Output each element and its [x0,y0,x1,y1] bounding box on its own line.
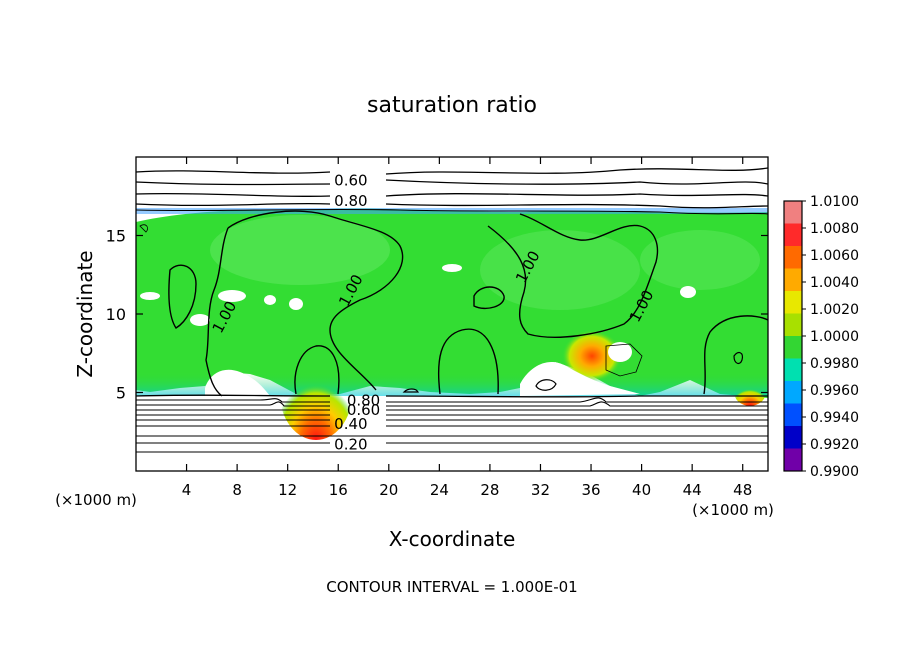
contour-line [136,397,768,403]
x-unit-left: (×1000 m) [55,491,137,509]
contour-line [402,388,419,393]
contour-line [535,379,557,391]
contour-label: 0.60 [347,401,380,419]
x-tick-label: 36 [581,481,600,499]
contour-line [139,224,148,233]
colorbar-label: 1.0080 [810,221,859,237]
y-tick-label: 10 [106,305,126,324]
x-tick-label: 28 [480,481,499,499]
contour-label: 0.80 [334,192,367,210]
light-patch [640,230,760,290]
white-patch [218,290,246,302]
chart-title: saturation ratio [367,93,537,118]
contour-line [136,401,768,407]
colorbar-swatch [784,336,802,359]
contour-line [136,192,768,198]
x-tick-label: 48 [733,481,752,499]
colorbar-label: 1.0060 [810,248,859,264]
white-patch [442,264,462,272]
hot-spot [280,348,352,440]
colorbar-swatch [784,223,802,247]
contour-line [136,179,768,186]
contour-label-group: 0.80 [347,391,380,409]
contour-interval-note: CONTOUR INTERVAL = 1.000E-01 [326,578,577,596]
contour-line [168,264,197,329]
y-tick-label: 5 [116,384,126,403]
white-patch [520,362,640,396]
contour-line [136,208,768,215]
colorbar-label: 1.0040 [810,275,859,291]
x-axis-label: X-coordinate [389,527,516,551]
colorbar-swatch [784,358,802,382]
contour-label-group: 0.40 [334,415,367,433]
contour-line [437,328,499,395]
contour-line [294,345,340,395]
x-tick-label: 40 [632,481,651,499]
colorbar-swatch [784,448,802,472]
hot-spot [734,378,766,406]
colorbar-label: 1.0000 [810,329,859,345]
contour-label-group: 0.60 [334,172,367,190]
colorbar-swatch [784,246,802,269]
light-patch [480,230,640,310]
colorbar-label: 1.0020 [810,302,859,318]
contour-label: 0.40 [334,415,367,433]
contour-line [205,210,404,397]
contour-label-group: 0.20 [334,435,367,453]
colorbar-swatch [784,313,802,337]
contour-line [703,315,768,395]
colorbar-swatch [784,426,802,449]
contour-line [487,213,659,338]
contour-line [136,394,768,398]
contour-line [473,286,505,310]
x-tick-label: 32 [531,481,550,499]
light-patch [210,215,390,285]
plot-field [136,157,768,471]
colorbar-label: 1.0100 [810,194,859,210]
colorbar-label: 0.9920 [810,437,859,453]
x-tick-label: 44 [683,481,702,499]
white-patch [608,342,632,362]
x-tick-label: 24 [430,481,449,499]
white-patch [205,369,270,396]
x-tick-label: 12 [278,481,297,499]
x-tick-label: 20 [379,481,398,499]
x-tick-label: 4 [182,481,192,499]
colorbar-label: 0.9900 [810,464,859,480]
colorbar-swatch [784,381,802,404]
contour-line [605,343,643,377]
contour-line [733,351,743,365]
contour-label: 0.60 [334,172,367,190]
colorbar-swatch [784,201,802,224]
white-patch [140,292,160,300]
x-tick-label: 8 [232,481,242,499]
contour-label: 0.80 [347,391,380,409]
x-unit-right: (×1000 m) [692,501,774,519]
colorbar-swatch [784,268,802,292]
colorbar-label: 0.9960 [810,383,859,399]
colorbar-swatch [784,291,802,314]
contour-line [136,202,768,209]
x-tick-label: 16 [329,481,348,499]
y-axis-ticks: 5 10 15 [106,227,768,403]
y-tick-label: 15 [106,227,126,246]
contour-line [136,167,768,175]
hot-spot [562,330,622,382]
contour-label: 0.20 [334,435,367,453]
y-axis-label: Z-coordinate [73,250,97,377]
colorbar: 1.0100 1.0080 1.0060 1.0040 1.0020 1.0000 0.99… [783,194,859,480]
white-patch [289,298,303,310]
white-patch [264,295,276,305]
colorbar-label: 0.9940 [810,410,859,426]
colorbar-swatch [784,403,802,427]
colorbar-label: 0.9980 [810,356,859,372]
white-patch [190,314,210,326]
x-axis-ticks: 4 8 12 16 20 24 28 32 36 40 44 48 [182,157,752,499]
contour-label-group: 0.80 [334,192,367,210]
contour-label-group: 0.60 [347,401,380,419]
white-patch [680,286,696,298]
